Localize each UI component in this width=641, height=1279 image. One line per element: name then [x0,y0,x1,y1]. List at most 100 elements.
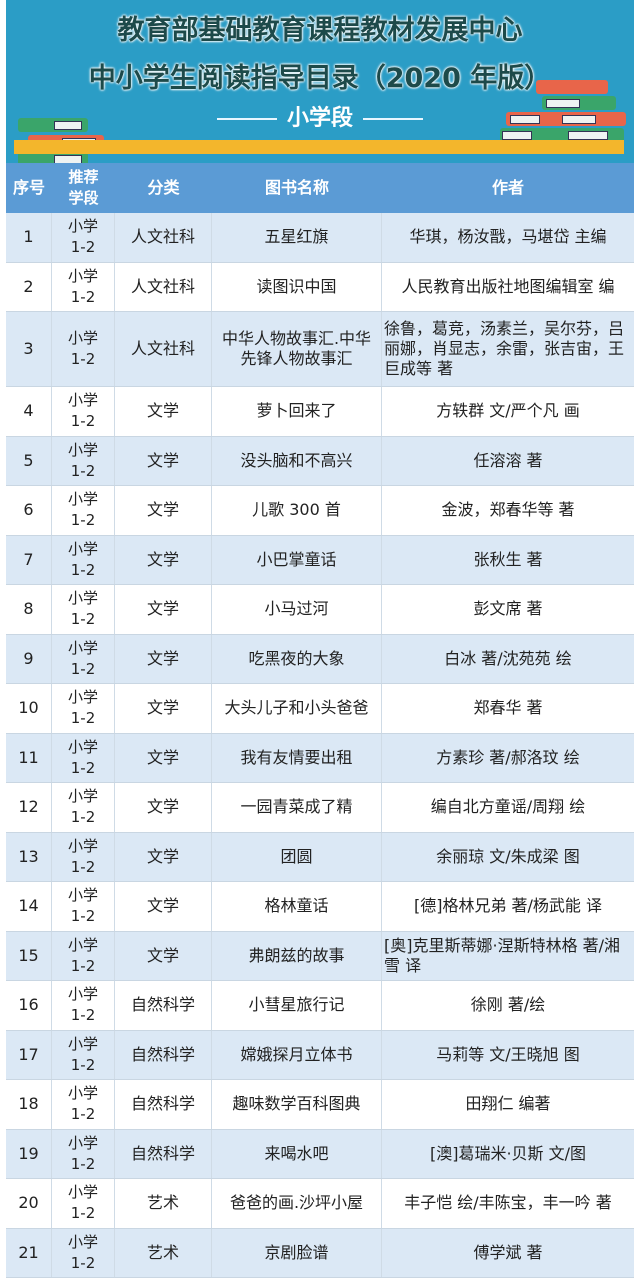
cell-author: 余丽琼 文/朱成梁 图 [436,846,580,866]
cell-title: 读图识中国 [212,262,382,311]
table-row: 11 小学 1-2 文学 我有友情要出租 方素珍 著/郝洛玟 绘 [6,733,634,783]
cell-title: 中华人物故事汇.中华先锋人物故事汇 [212,312,382,386]
col-header-grade: 推荐学段 [68,168,99,207]
cell-index: 21 [6,1228,52,1277]
cell-category: 文学 [115,882,212,931]
cell-grade: 小学 1-2 [52,733,115,782]
cell-title: 小彗星旅行记 [212,981,382,1030]
col-header-index: 序号 [12,178,45,197]
cell-index: 12 [6,783,52,832]
cell-grade: 小学 1-2 [52,1179,115,1228]
cell-grade: 小学 1-2 [52,585,115,634]
table-row: 19 小学 1-2 自然科学 来喝水吧 [澳]葛瑞米·贝斯 文/图 [6,1129,634,1179]
col-header-category: 分类 [147,178,180,197]
table-row: 10 小学 1-2 文学 大头儿子和小头爸爸 郑春华 著 [6,684,634,734]
table-row: 18 小学 1-2 自然科学 趣味数学百科图典 田翔仁 编著 [6,1080,634,1130]
cell-author: 徐鲁，葛竞，汤素兰，吴尔芬，吕丽娜，肖显志，余雷，张吉宙，王巨成等 著 [384,319,625,378]
cell-category: 文学 [115,783,212,832]
cell-grade: 小学 1-2 [52,535,115,584]
cell-title: 一园青菜成了精 [212,783,382,832]
cell-author: 丰子恺 绘/丰陈宝，丰一吟 著 [404,1193,612,1213]
cell-index: 17 [6,1030,52,1079]
cell-author: 田翔仁 编著 [465,1094,551,1114]
cell-title: 我有友情要出租 [212,733,382,782]
col-header-author: 作者 [491,178,524,197]
cell-index: 16 [6,981,52,1030]
cell-index: 2 [6,262,52,311]
cell-category: 文学 [115,585,212,634]
cell-index: 4 [6,387,52,436]
cell-index: 11 [6,733,52,782]
cell-grade: 小学 1-2 [52,486,115,535]
cell-index: 9 [6,634,52,683]
cell-grade: 小学 1-2 [52,684,115,733]
cell-grade: 小学 1-2 [52,387,115,436]
table-row: 9 小学 1-2 文学 吃黑夜的大象 白冰 著/沈苑苑 绘 [6,634,634,684]
cell-category: 艺术 [115,1179,212,1228]
cell-category: 文学 [115,535,212,584]
table-row: 5 小学 1-2 文学 没头脑和不高兴 任溶溶 著 [6,436,634,486]
cell-category: 文学 [115,733,212,782]
cell-category: 文学 [115,931,212,980]
cell-title: 京剧脸谱 [212,1228,382,1277]
cell-author: 张秋生 著 [473,549,543,569]
table-row: 8 小学 1-2 文学 小马过河 彭文席 著 [6,585,634,635]
table-row: 1 小学 1-2 人文社科 五星红旗 华琪，杨汝戬，马堪岱 主编 [6,213,634,263]
cell-grade: 小学 1-2 [52,1228,115,1277]
cell-author: 傅学斌 著 [473,1242,543,1262]
cell-grade: 小学 1-2 [52,213,115,262]
reading-list-table: 序号 推荐学段 分类 图书名称 作者 1 小学 1-2 人文社科 五星红旗 华琪，杨汝戬… [6,163,634,1278]
cell-category: 自然科学 [115,981,212,1030]
cell-grade: 小学 1-2 [52,312,115,386]
cell-category: 文学 [115,634,212,683]
cell-author: 郑春华 著 [473,698,543,718]
cell-index: 1 [6,213,52,262]
cell-category: 艺术 [115,1228,212,1277]
banner-section: 小学段 [6,100,634,132]
cell-grade: 小学 1-2 [52,1030,115,1079]
cell-category: 自然科学 [115,1129,212,1178]
cell-category: 文学 [115,684,212,733]
cell-grade: 小学 1-2 [52,436,115,485]
banner-title-line1: 教育部基础教育课程教材发展中心 [117,15,523,46]
cell-title: 小马过河 [212,585,382,634]
cell-title: 没头脑和不高兴 [212,436,382,485]
cell-category: 人文社科 [115,262,212,311]
cell-author: 金波，郑春华等 著 [441,500,575,520]
cell-index: 3 [6,312,52,386]
table-row: 21 小学 1-2 艺术 京剧脸谱 傅学斌 著 [6,1228,634,1278]
cell-category: 文学 [115,387,212,436]
cell-author: [德]格林兄弟 著/杨武能 译 [413,896,603,916]
cell-author: 编自北方童谣/周翔 绘 [430,797,586,817]
cell-title: 团圆 [212,832,382,881]
cell-title: 大头儿子和小头爸爸 [212,684,382,733]
cell-title: 趣味数学百科图典 [212,1080,382,1129]
cell-index: 7 [6,535,52,584]
cell-title: 五星红旗 [212,213,382,262]
table-row: 12 小学 1-2 文学 一园青菜成了精 编自北方童谣/周翔 绘 [6,783,634,833]
cell-title: 爸爸的画.沙坪小屋 [212,1179,382,1228]
section-label: 小学段 [286,106,353,131]
cell-index: 5 [6,436,52,485]
cell-grade: 小学 1-2 [52,1080,115,1129]
table-row: 6 小学 1-2 文学 儿歌 300 首 金波，郑春华等 著 [6,486,634,536]
cell-grade: 小学 1-2 [52,783,115,832]
table-row: 3 小学 1-2 人文社科 中华人物故事汇.中华先锋人物故事汇 徐鲁，葛竞，汤素兰，吴尔… [6,312,634,387]
cell-grade: 小学 1-2 [52,981,115,1030]
cell-index: 14 [6,882,52,931]
cell-title: 弗朗兹的故事 [212,931,382,980]
cell-grade: 小学 1-2 [52,262,115,311]
cell-index: 13 [6,832,52,881]
table-row: 13 小学 1-2 文学 团圆 余丽琼 文/朱成梁 图 [6,832,634,882]
cell-category: 自然科学 [115,1080,212,1129]
cell-index: 15 [6,931,52,980]
table-row: 20 小学 1-2 艺术 爸爸的画.沙坪小屋 丰子恺 绘/丰陈宝，丰一吟 著 [6,1179,634,1229]
cell-grade: 小学 1-2 [52,1129,115,1178]
cell-author: 方轶群 文/严个凡 画 [436,401,580,421]
header-banner: 教育部基础教育课程教材发展中心 中小学生阅读指导目录（2020 年版） 小学段 [6,0,634,163]
cell-author: 彭文席 著 [473,599,543,619]
cell-index: 19 [6,1129,52,1178]
cell-index: 20 [6,1179,52,1228]
table-row: 15 小学 1-2 文学 弗朗兹的故事 [奥]克里斯蒂娜·涅斯特林格 著/湘雪 译 [6,931,634,981]
table-row: 14 小学 1-2 文学 格林童话 [德]格林兄弟 著/杨武能 译 [6,882,634,932]
